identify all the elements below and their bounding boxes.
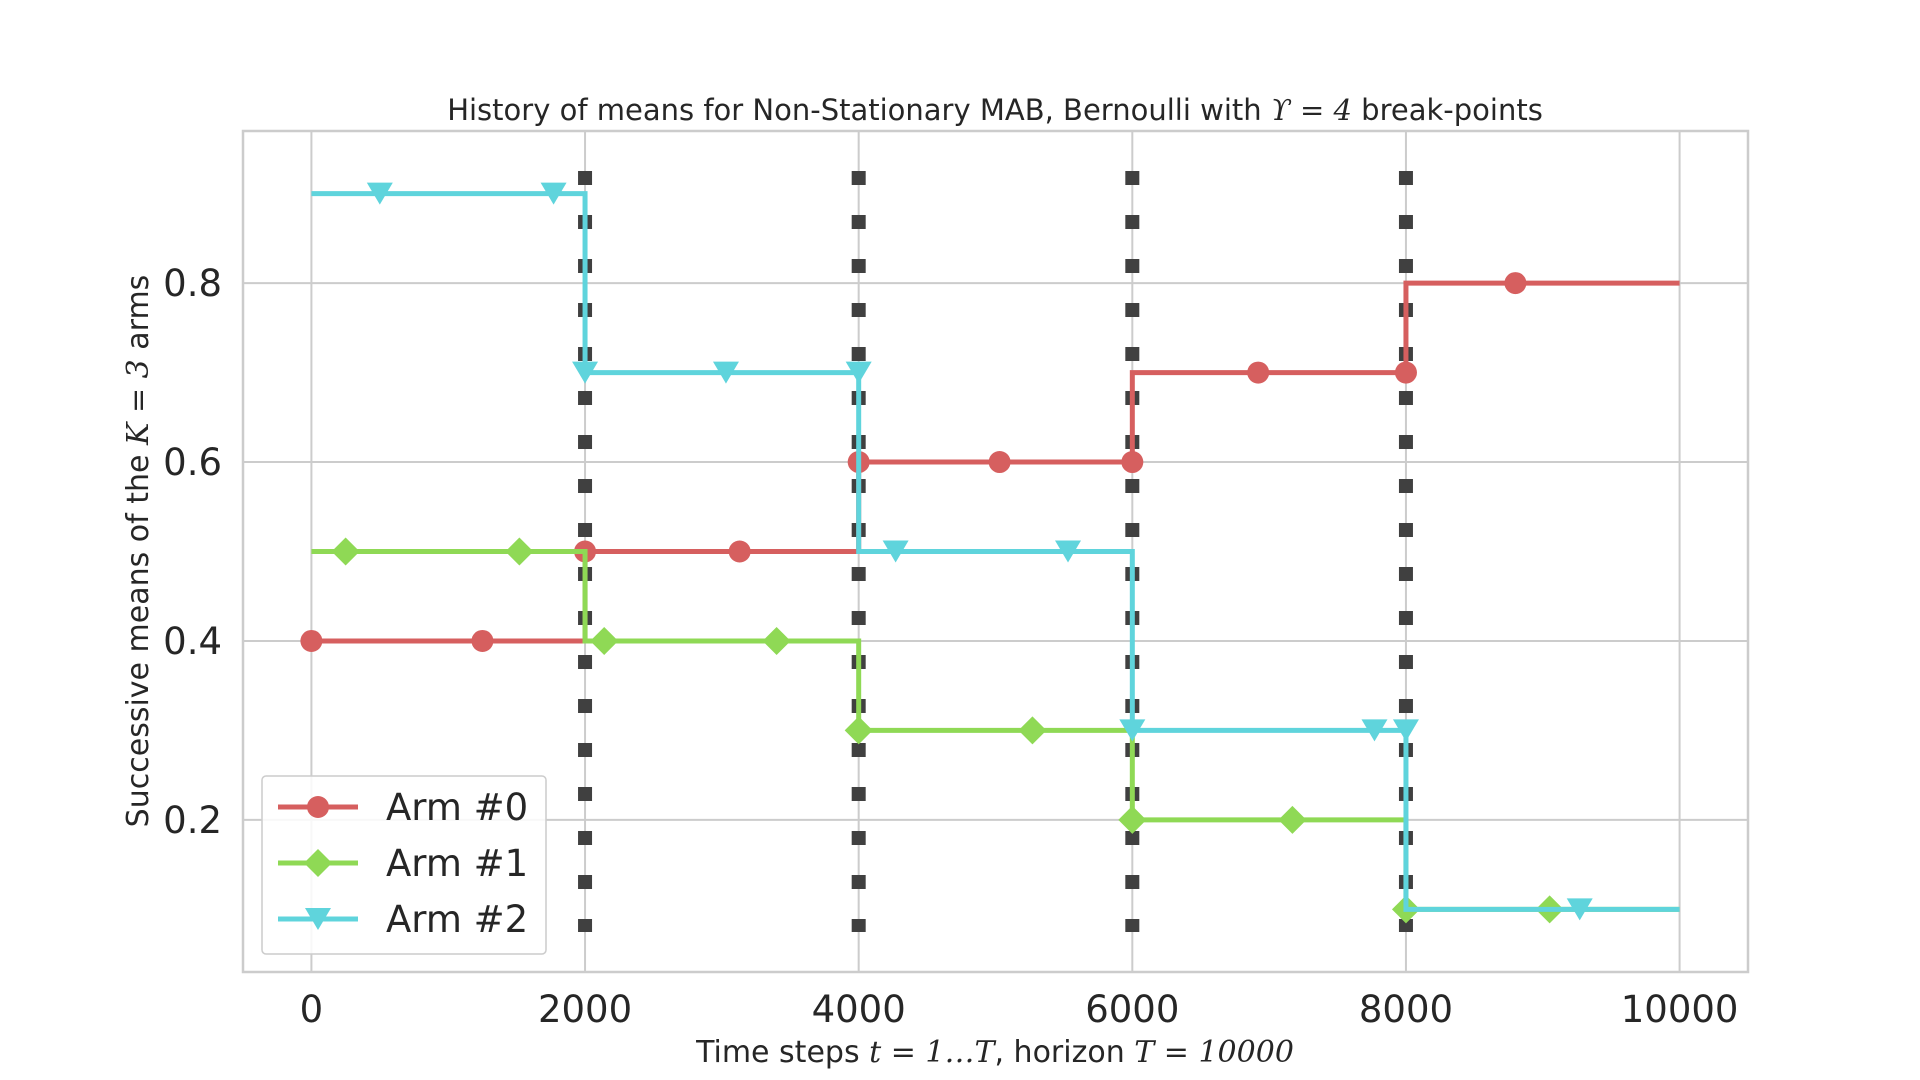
series-marker — [540, 182, 567, 205]
series-marker — [712, 361, 739, 384]
legend-label: Arm #2 — [386, 898, 528, 941]
series-marker — [762, 626, 791, 655]
series-2 — [311, 182, 1680, 921]
series-marker — [1566, 898, 1593, 921]
series-marker — [844, 716, 873, 745]
series-marker — [1392, 719, 1419, 742]
title-text-before: History of means for Non-Stationary MAB,… — [447, 93, 1271, 127]
series-marker — [988, 451, 1011, 474]
legend-entry: Arm #0 — [278, 786, 528, 829]
legend-entry: Arm #2 — [278, 898, 528, 941]
y-tick-label: 0.6 — [163, 441, 222, 484]
ylabel-math: K = 3 — [121, 359, 156, 446]
series-layer — [300, 182, 1680, 924]
legend-entries: Arm #0 Arm #1 Arm #2 — [278, 786, 528, 941]
series-marker — [471, 629, 494, 652]
chart-title: History of means for Non-Stationary MAB,… — [447, 93, 1543, 127]
series-marker — [590, 626, 619, 655]
series-marker — [728, 540, 751, 563]
y-tick-label: 0.4 — [163, 620, 222, 663]
series-marker — [1018, 716, 1047, 745]
series-marker — [1119, 719, 1146, 742]
legend-entry: Arm #1 — [278, 842, 528, 885]
series-marker — [366, 182, 393, 205]
series-marker — [505, 537, 534, 566]
x-tick-label: 10000 — [1621, 988, 1739, 1031]
series-marker — [1361, 719, 1388, 742]
series-marker — [1247, 361, 1270, 384]
plot-frame — [241, 129, 1750, 974]
legend: Arm #0 Arm #1 Arm #2 — [261, 775, 547, 955]
series-marker — [845, 361, 872, 384]
ylabel-text-before: Successive means of the — [121, 445, 156, 827]
series-marker — [1118, 805, 1147, 834]
xlabel-math-2: T = 10000 — [1134, 1035, 1294, 1070]
x-axis-label: Time steps t = 1…T, horizon T = 10000 — [695, 1035, 1294, 1070]
ylabel-text-after: arms — [121, 275, 156, 360]
series-marker — [300, 629, 323, 652]
x-tick-label: 4000 — [812, 988, 906, 1031]
series-marker — [882, 540, 909, 563]
xlabel-text-before: Time steps — [695, 1035, 869, 1070]
legend-box — [261, 775, 547, 955]
tick-labels-layer: 0 2000 4000 6000 8000 10000 0.2 0.4 0.6 0.8 — [163, 262, 1738, 1031]
y-axis-label: Successive means of the K = 3 arms — [121, 275, 156, 828]
y-tick-label: 0.8 — [163, 262, 222, 305]
y-tick-label: 0.2 — [163, 799, 222, 842]
legend-swatch-marker — [305, 908, 331, 930]
x-tick-label: 2000 — [538, 988, 632, 1031]
xlabel-math-1: t = 1…T — [869, 1035, 996, 1070]
x-tick-label: 6000 — [1085, 988, 1179, 1031]
title-math: ϒ = 4 — [1271, 93, 1352, 127]
x-tick-label: 0 — [300, 988, 324, 1031]
x-tick-label: 8000 — [1359, 988, 1453, 1031]
legend-label: Arm #0 — [386, 786, 528, 829]
legend-label: Arm #1 — [386, 842, 528, 885]
series-marker — [1121, 451, 1144, 474]
series-marker — [572, 361, 599, 384]
title-text-after: break-points — [1352, 93, 1543, 127]
xlabel-text-middle: , horizon — [994, 1035, 1134, 1070]
series-marker — [331, 537, 360, 566]
series-marker — [1504, 272, 1527, 295]
series-marker — [1055, 540, 1082, 563]
series-marker — [1394, 361, 1417, 384]
legend-swatch-marker — [307, 796, 329, 818]
series-marker — [1278, 805, 1307, 834]
legend-swatch-marker — [304, 849, 332, 877]
series-line — [311, 191, 1680, 912]
